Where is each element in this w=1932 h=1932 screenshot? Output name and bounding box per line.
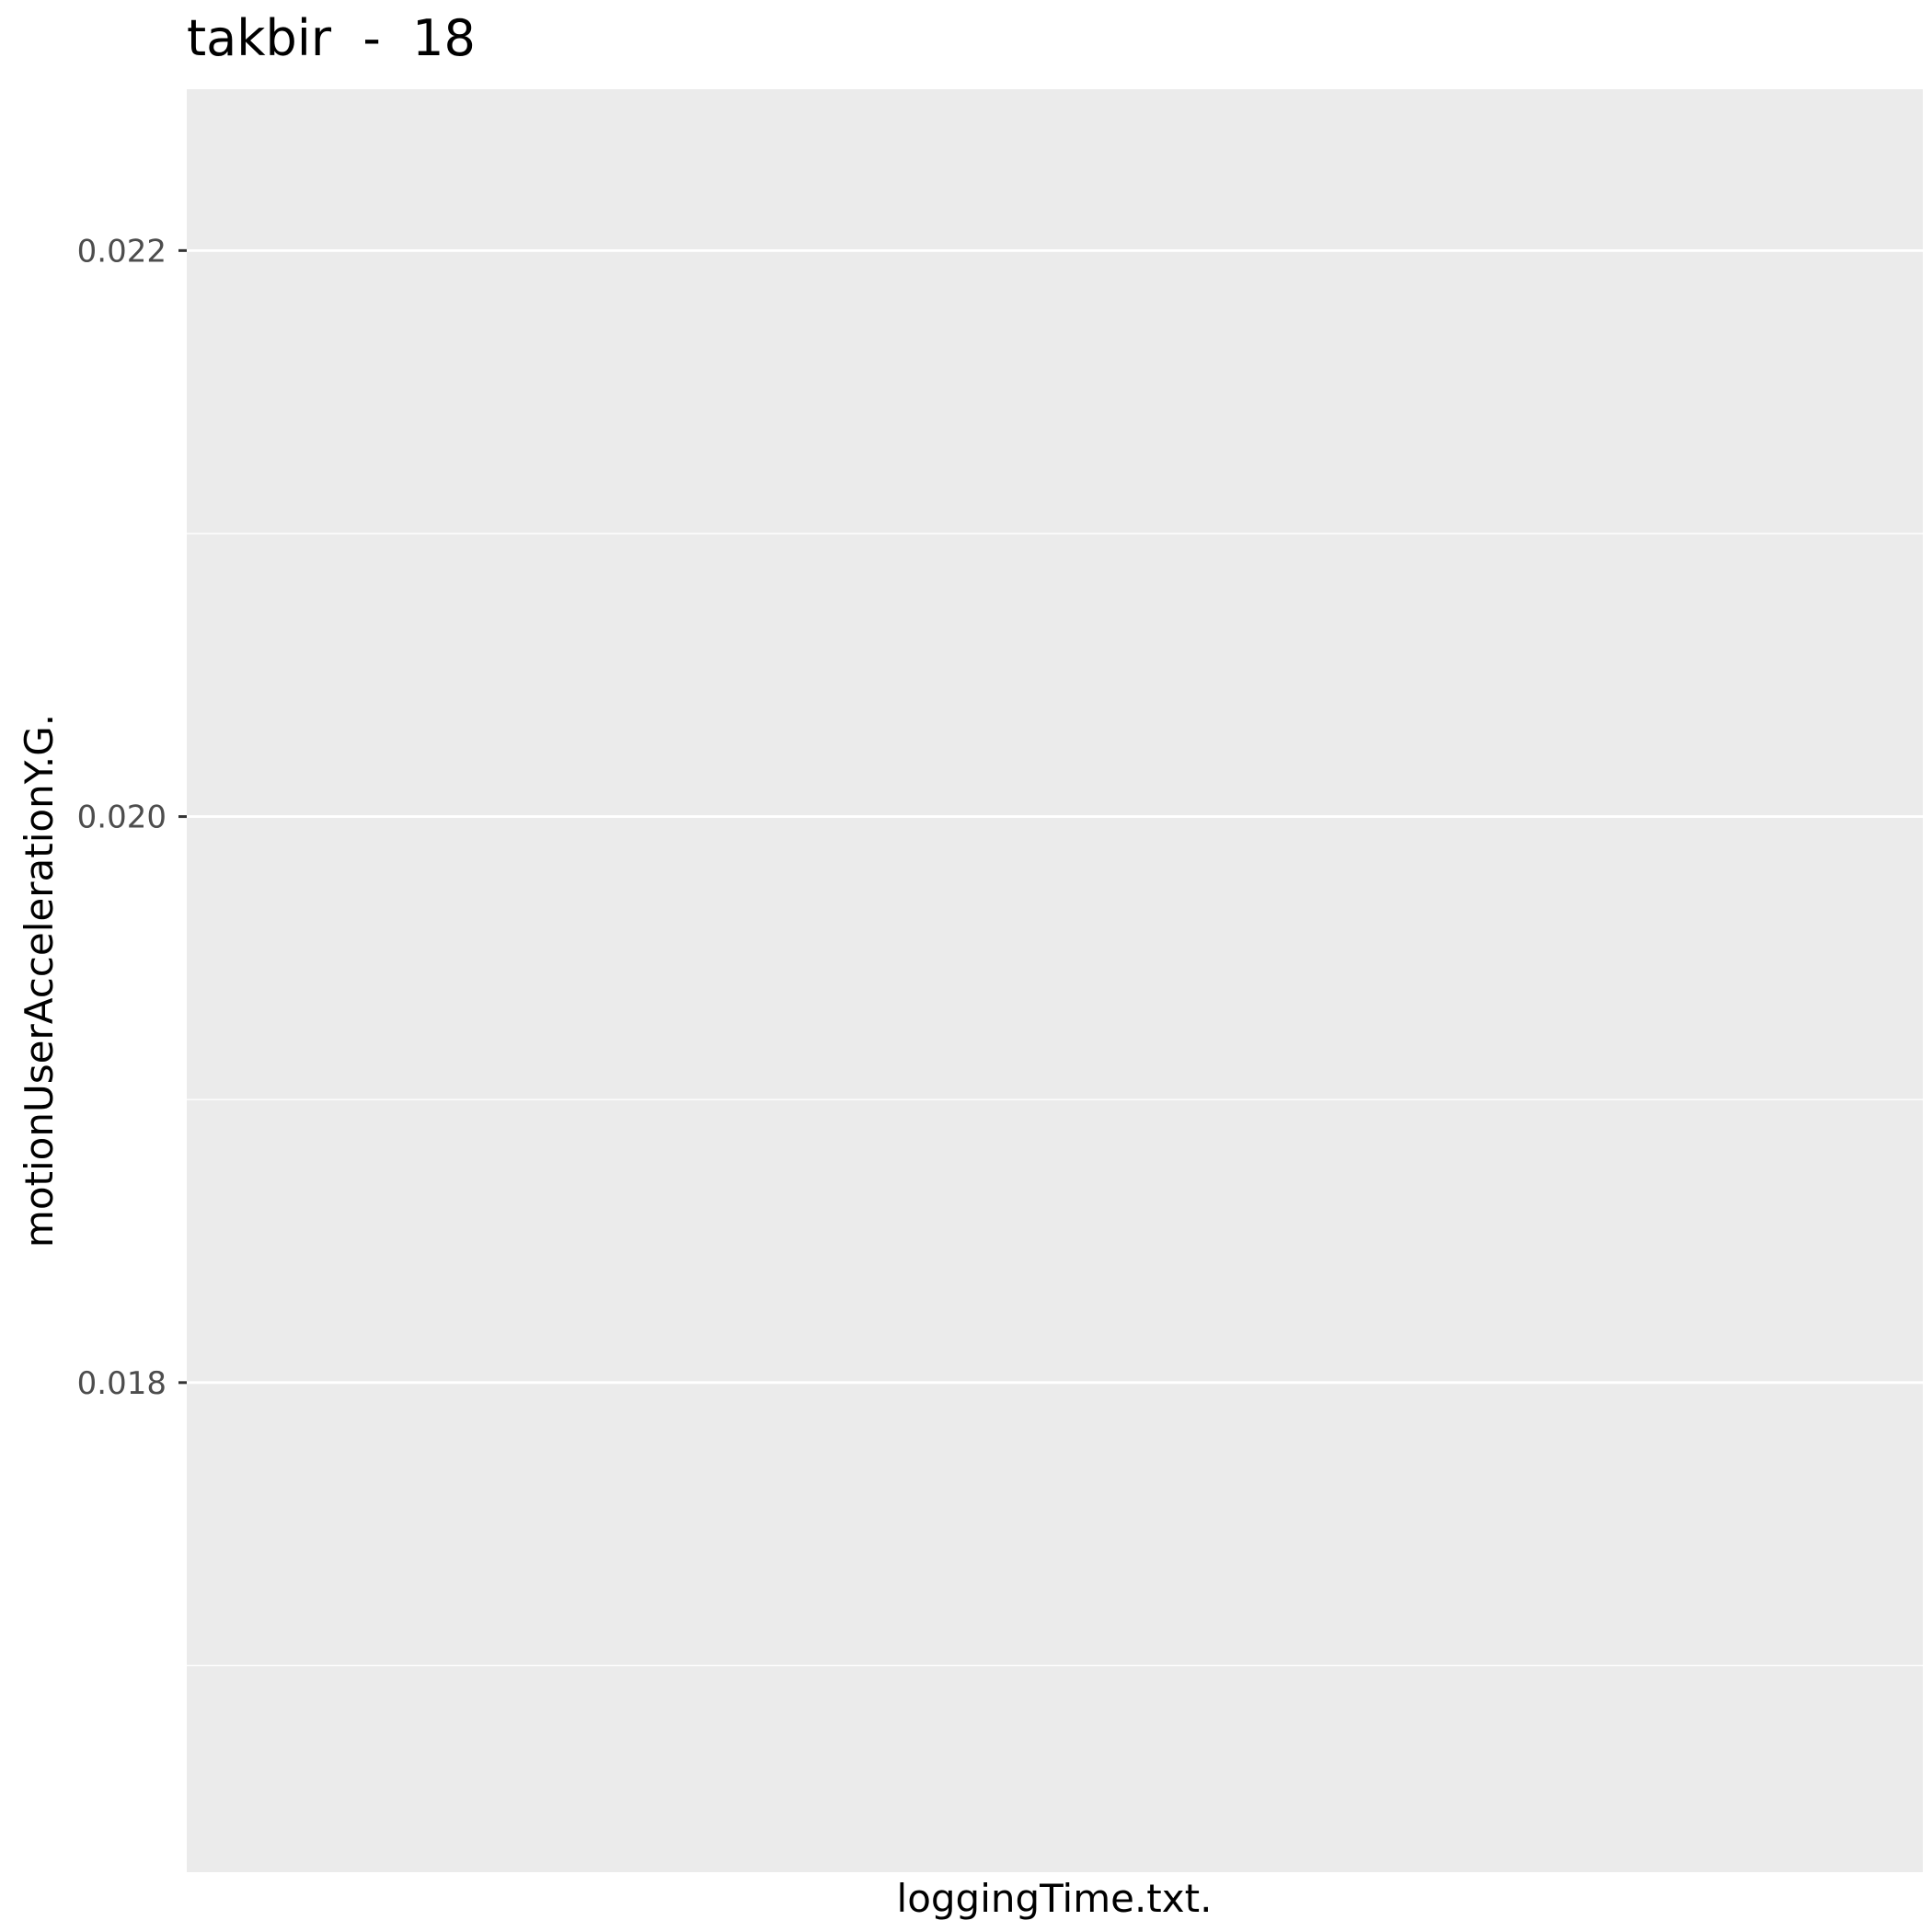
plot-panel [187, 89, 1923, 1872]
y-axis-title: motionUserAccelerationY.G. [17, 714, 62, 1248]
chart-title: takbir - 18 [187, 9, 476, 67]
minor-gridlines [187, 533, 1923, 1667]
y-axis-ticks [178, 248, 187, 1385]
y-tick-label: 0.018 [77, 1365, 167, 1402]
y-tick-label: 0.020 [77, 799, 167, 836]
major-gridlines [187, 248, 1923, 1385]
y-axis-tick-labels: 0.018 0.020 0.022 [77, 233, 167, 1401]
y-tick-label: 0.022 [77, 233, 167, 270]
x-axis-title: loggingTime.txt. [897, 1876, 1213, 1921]
